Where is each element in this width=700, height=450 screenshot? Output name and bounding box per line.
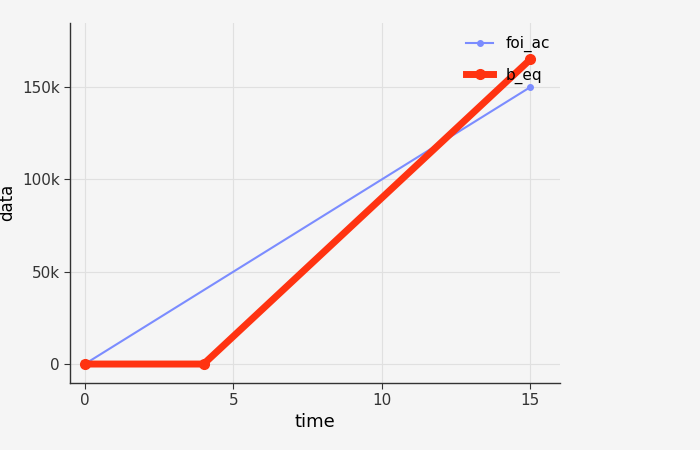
b_eq xyxy=(526,57,535,62)
b_eq xyxy=(199,361,208,367)
Y-axis label: data: data xyxy=(0,184,16,221)
Line: b_eq: b_eq xyxy=(80,54,536,369)
X-axis label: time: time xyxy=(295,414,335,432)
Legend: foi_ac, b_eq: foi_ac, b_eq xyxy=(460,30,556,90)
b_eq xyxy=(80,361,89,367)
